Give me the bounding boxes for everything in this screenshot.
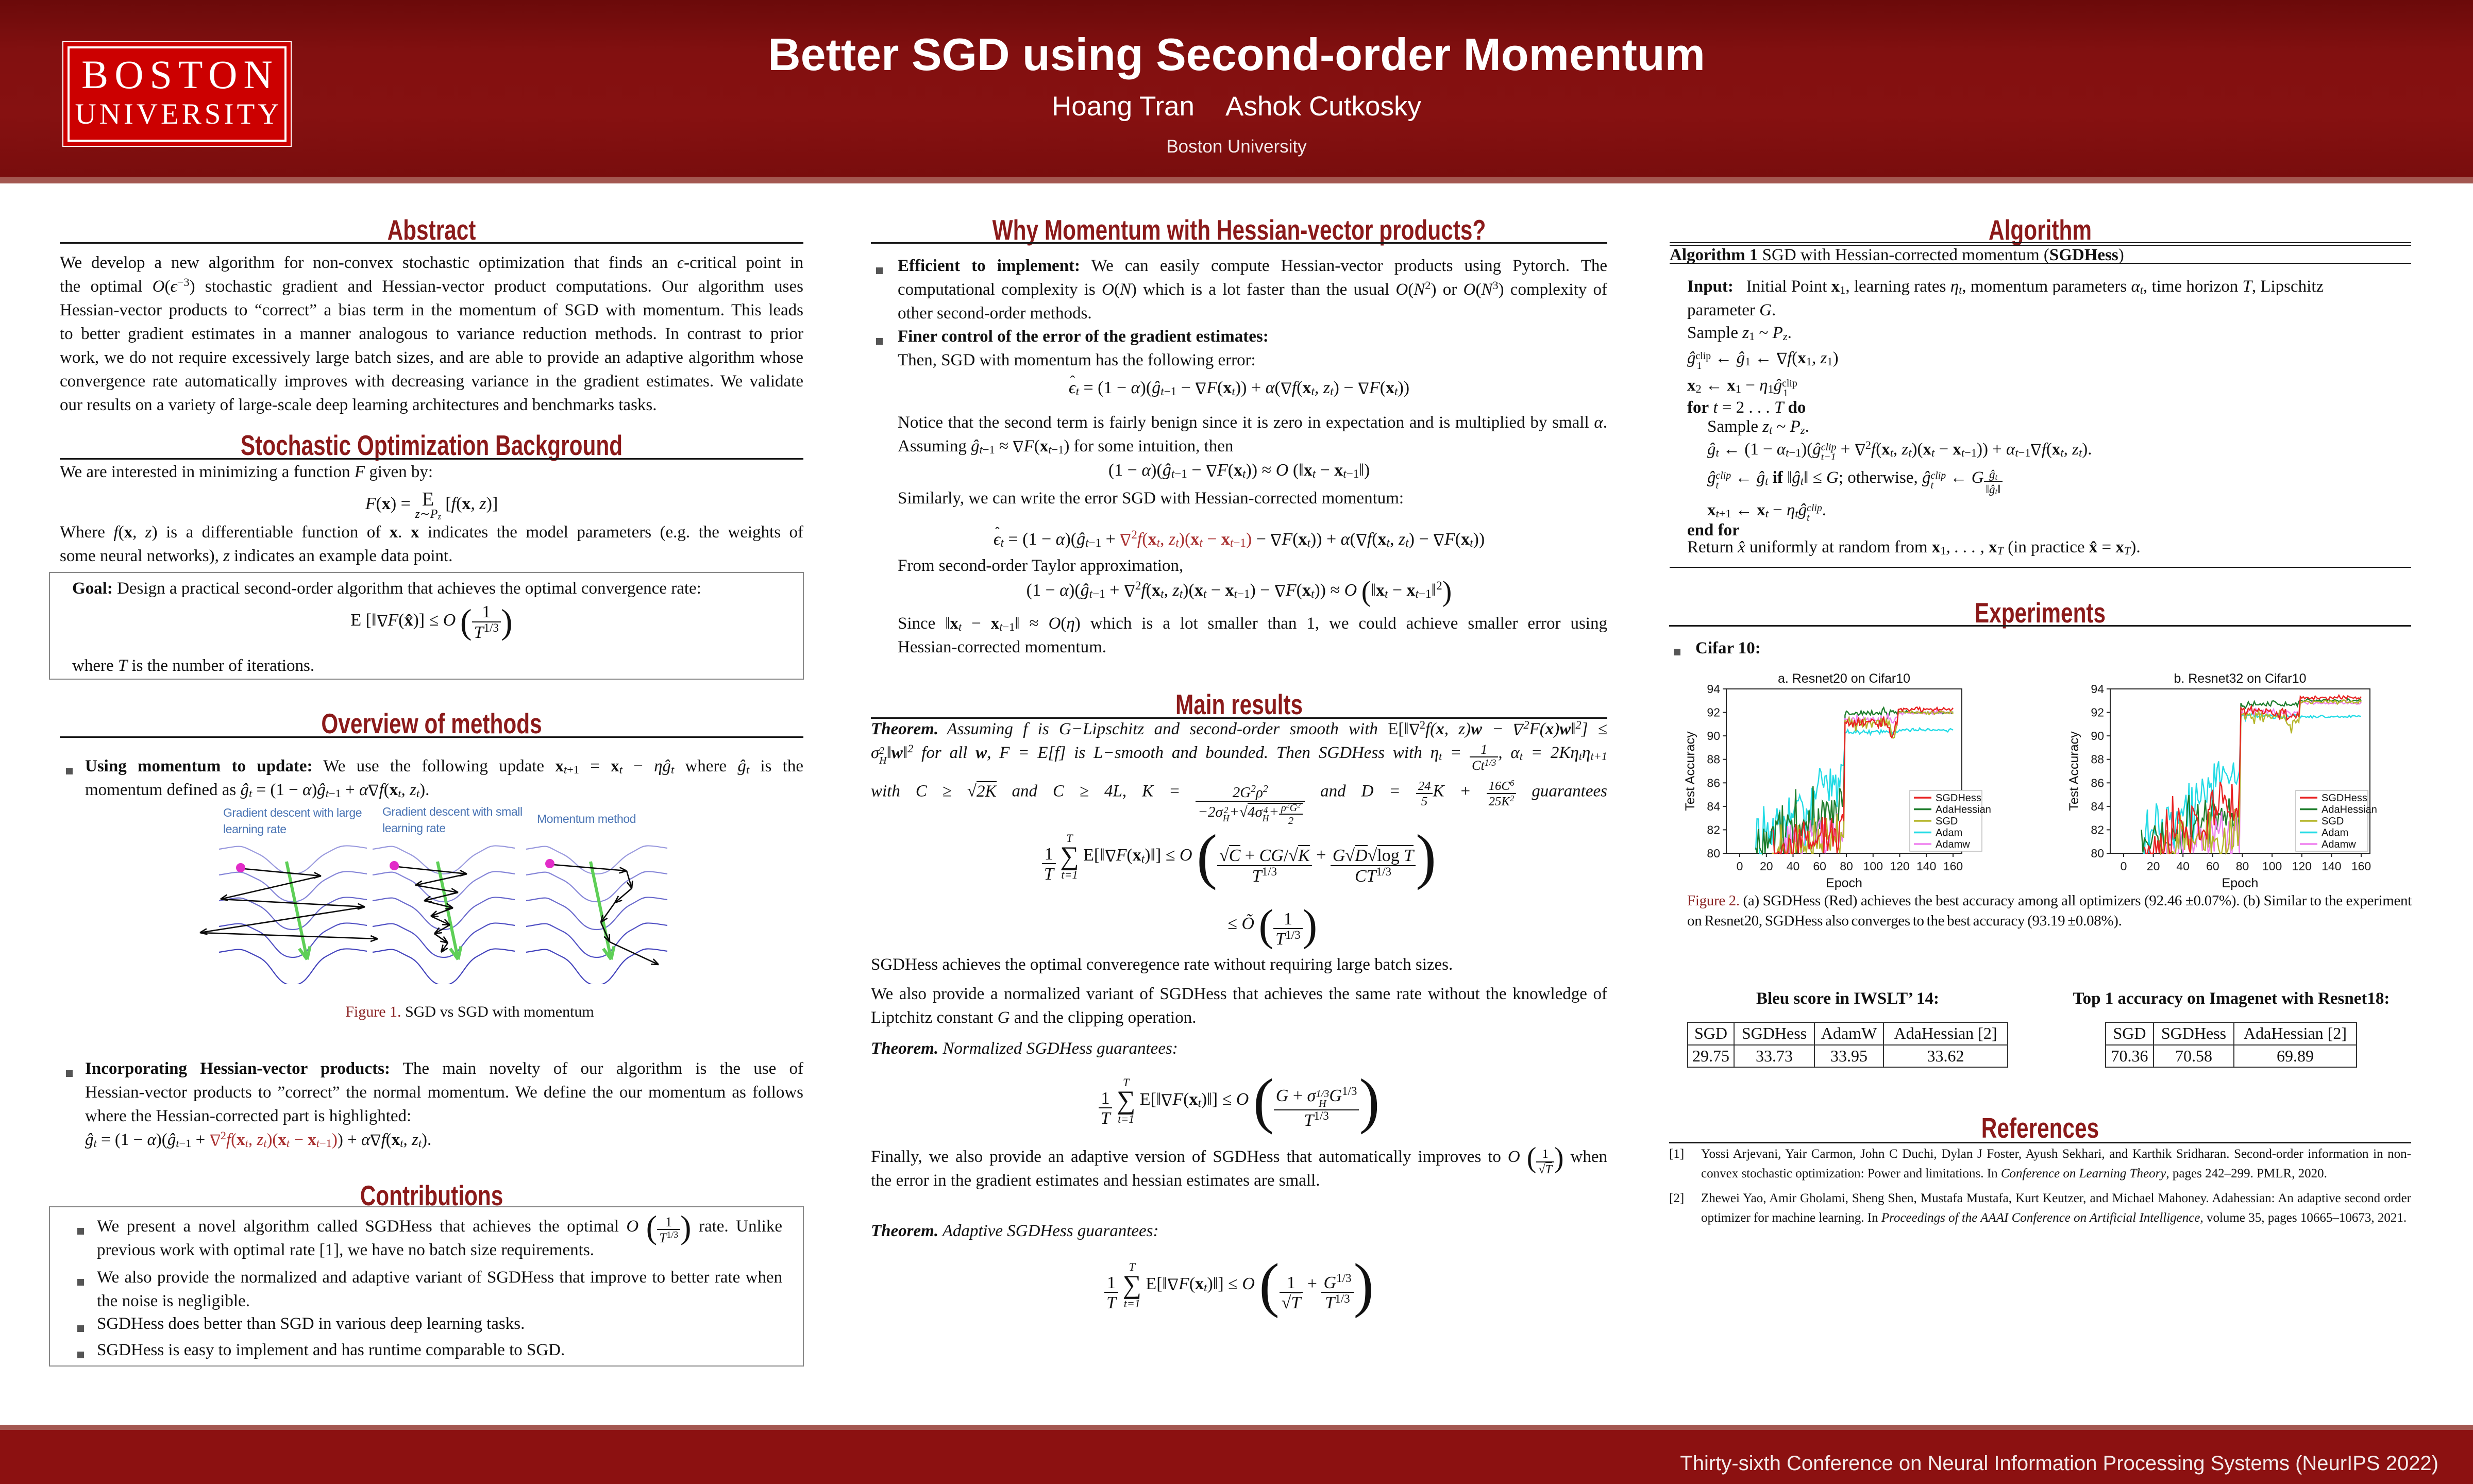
svg-text:20: 20 [1760, 859, 1773, 873]
svg-text:Adam: Adam [1936, 828, 1962, 839]
svg-text:160: 160 [1943, 859, 1963, 873]
svg-text:20: 20 [2147, 859, 2160, 873]
svg-text:100: 100 [1863, 859, 1883, 873]
svg-text:94: 94 [2091, 682, 2104, 696]
svg-text:60: 60 [1813, 859, 1826, 873]
svg-text:120: 120 [2292, 859, 2312, 873]
svg-text:84: 84 [1707, 800, 1720, 813]
svg-text:Epoch: Epoch [1826, 876, 1862, 890]
svg-text:60: 60 [2206, 859, 2219, 873]
svg-text:88: 88 [1707, 753, 1720, 766]
svg-text:88: 88 [2091, 753, 2104, 766]
svg-text:140: 140 [1916, 859, 1936, 873]
svg-text:Adamw: Adamw [2321, 839, 2356, 850]
svg-text:140: 140 [2321, 859, 2341, 873]
svg-text:Momentum method: Momentum method [537, 812, 636, 825]
svg-text:40: 40 [2176, 859, 2190, 873]
svg-text:b. Resnet32 on Cifar10: b. Resnet32 on Cifar10 [2174, 671, 2306, 686]
svg-text:86: 86 [2091, 776, 2104, 789]
svg-text:AdaHessian: AdaHessian [1936, 804, 1991, 816]
svg-text:82: 82 [1707, 823, 1720, 836]
svg-text:Test Accuracy: Test Accuracy [2067, 731, 2081, 811]
svg-text:80: 80 [1707, 847, 1720, 860]
svg-text:learning rate: learning rate [223, 822, 287, 836]
svg-text:86: 86 [1707, 776, 1720, 789]
svg-text:SGDHess: SGDHess [1936, 792, 1981, 804]
svg-text:84: 84 [2091, 800, 2104, 813]
svg-text:Adamw: Adamw [1936, 839, 1970, 850]
svg-text:Epoch: Epoch [2222, 876, 2259, 890]
svg-text:82: 82 [2091, 823, 2104, 836]
svg-text:92: 92 [2091, 706, 2104, 719]
svg-text:80: 80 [2236, 859, 2249, 873]
svg-text:0: 0 [2121, 859, 2127, 873]
svg-text:a. Resnet20 on Cifar10: a. Resnet20 on Cifar10 [1778, 671, 1910, 686]
svg-text:0: 0 [1737, 859, 1743, 873]
svg-text:94: 94 [1707, 682, 1720, 696]
svg-text:Adam: Adam [2321, 828, 2348, 839]
svg-text:SGD: SGD [2321, 816, 2344, 827]
svg-text:120: 120 [1890, 859, 1909, 873]
svg-text:AdaHessian: AdaHessian [2321, 804, 2377, 816]
svg-text:80: 80 [2091, 847, 2104, 860]
svg-text:Test Accuracy: Test Accuracy [1683, 731, 1697, 811]
svg-text:100: 100 [2262, 859, 2282, 873]
svg-text:SGD: SGD [1936, 816, 1958, 827]
svg-text:40: 40 [1787, 859, 1800, 873]
svg-text:80: 80 [1840, 859, 1853, 873]
svg-text:Gradient descent with large: Gradient descent with large [223, 806, 362, 819]
svg-text:learning rate: learning rate [382, 821, 446, 835]
svg-text:92: 92 [1707, 706, 1720, 719]
svg-text:90: 90 [1707, 729, 1720, 743]
svg-text:90: 90 [2091, 729, 2104, 743]
svg-text:Gradient descent with small: Gradient descent with small [382, 805, 523, 818]
svg-text:160: 160 [2351, 859, 2371, 873]
svg-text:SGDHess: SGDHess [2321, 792, 2367, 804]
